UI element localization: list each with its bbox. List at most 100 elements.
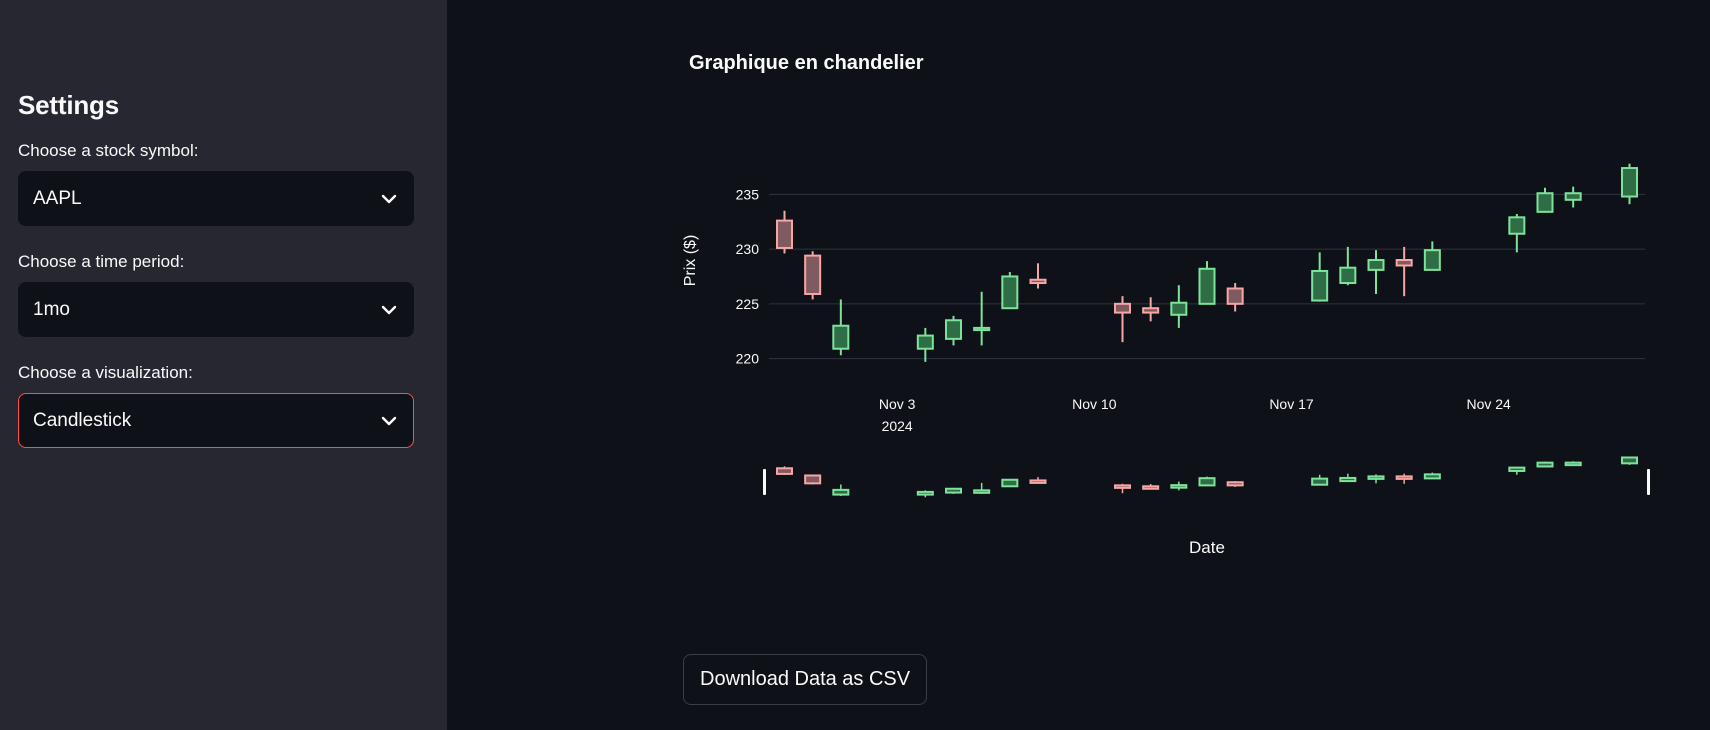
x-tick-sublabel: 2024 <box>882 418 913 434</box>
candle-decreasing <box>1029 263 1047 289</box>
slider-candle-body <box>1113 484 1131 489</box>
chevron-down-icon <box>381 416 397 426</box>
slider-candle-body <box>804 474 822 485</box>
candle-body <box>1311 269 1329 302</box>
slider-candle-increasing <box>973 482 991 494</box>
slider-candle-body <box>1001 478 1019 488</box>
candle-body <box>1198 267 1216 305</box>
slider-candle-body <box>1621 456 1639 465</box>
candle-body <box>1170 301 1188 316</box>
candle-body <box>832 324 850 350</box>
candle-increasing <box>1001 272 1019 310</box>
slider-candle-decreasing <box>1142 484 1160 490</box>
candle-increasing <box>1564 186 1582 208</box>
candle-body <box>1536 192 1554 213</box>
slider-candle-increasing <box>1170 481 1188 491</box>
slider-candle-increasing <box>944 487 962 494</box>
chevron-down-icon <box>381 194 397 204</box>
slider-candle-body <box>1142 485 1160 490</box>
visualization-select[interactable]: Candlestick <box>18 393 414 448</box>
candle-decreasing <box>1142 297 1160 322</box>
slider-candle-increasing <box>1621 456 1639 465</box>
candle-increasing <box>1536 187 1554 213</box>
candle-increasing <box>1311 252 1329 302</box>
sidebar: Settings Choose a stock symbol: AAPL Cho… <box>0 0 447 730</box>
candle-body <box>944 319 962 340</box>
stock-symbol-value: AAPL <box>33 187 82 209</box>
slider-candle-body <box>1170 484 1188 489</box>
candle-decreasing <box>1113 296 1131 343</box>
candle-body <box>1395 259 1413 267</box>
candle-body <box>1367 259 1385 271</box>
slider-candle-increasing <box>1564 461 1582 467</box>
x-tick-label: Nov 10 <box>1072 396 1117 412</box>
stock-symbol-label: Choose a stock symbol: <box>18 141 199 160</box>
candle-increasing <box>1198 261 1216 305</box>
slider-candle-decreasing <box>1113 483 1131 494</box>
y-tick-label: 220 <box>736 351 760 367</box>
candle-body <box>1113 302 1131 314</box>
range-slider-left-handle[interactable] <box>763 469 766 495</box>
slider-candle-body <box>1423 473 1441 480</box>
slider-candle-body <box>1508 466 1526 472</box>
stock-symbol-select[interactable]: AAPL <box>18 171 414 226</box>
y-axis-label: Prix ($) <box>682 235 699 287</box>
candle-increasing <box>1170 285 1188 328</box>
candle-decreasing <box>1226 283 1244 312</box>
candle-body <box>1508 216 1526 235</box>
slider-candle-body <box>1395 475 1413 480</box>
x-tick-label: Nov 17 <box>1269 396 1314 412</box>
sidebar-title: Settings <box>18 90 119 120</box>
candle-body <box>1142 307 1160 314</box>
x-tick-label: Nov 24 <box>1466 396 1511 412</box>
slider-candle-decreasing <box>1395 473 1413 484</box>
slider-candle-decreasing <box>1029 477 1047 484</box>
candle-increasing <box>1621 163 1639 205</box>
time-period-select[interactable]: 1mo <box>18 282 414 337</box>
slider-candle-body <box>973 489 991 494</box>
slider-candle-body <box>1226 481 1244 487</box>
time-period-value: 1mo <box>33 298 70 320</box>
candle-body <box>916 334 934 350</box>
slider-candle-body <box>775 467 793 475</box>
range-slider-right-handle[interactable] <box>1647 469 1650 495</box>
candle-increasing <box>1367 250 1385 294</box>
candle-body <box>804 254 822 295</box>
slider-candle-body <box>1367 475 1385 480</box>
candle-increasing <box>973 291 991 346</box>
slider-candle-body <box>916 490 934 496</box>
slider-candle-increasing <box>1001 478 1019 488</box>
candle-body <box>973 326 991 332</box>
candle-decreasing <box>804 251 822 300</box>
time-period-label: Choose a time period: <box>18 252 185 271</box>
slider-candle-body <box>1339 476 1357 483</box>
slider-candle-body <box>1311 477 1329 486</box>
x-tick-label: Nov 3 <box>879 396 916 412</box>
slider-candle-increasing <box>916 490 934 498</box>
slider-candle-body <box>1564 461 1582 467</box>
slider-candle-body <box>1029 479 1047 484</box>
slider-candle-decreasing <box>804 474 822 485</box>
slider-candle-decreasing <box>775 466 793 476</box>
slider-candle-increasing <box>1508 466 1526 475</box>
candle-increasing <box>1508 214 1526 253</box>
slider-candle-increasing <box>1367 474 1385 484</box>
candle-decreasing <box>775 210 793 254</box>
main-content: Graphique en chandelier 220 225 230 235 Prix… <box>447 0 1710 730</box>
slider-candle-increasing <box>832 484 850 496</box>
candlestick-chart[interactable]: 220 225 230 235 Prix ($) Nov 3 2024 Nov 10 Nov 1… <box>447 0 1710 600</box>
slider-candle-body <box>832 488 850 496</box>
candle-increasing <box>916 327 934 362</box>
download-csv-button[interactable]: Download Data as CSV <box>683 654 928 705</box>
slider-candle-increasing <box>1423 472 1441 480</box>
slider-candle-decreasing <box>1226 481 1244 487</box>
candle-body <box>1423 249 1441 271</box>
candle-body <box>1029 278 1047 285</box>
slider-candle-increasing <box>1339 473 1357 483</box>
slider-candle-body <box>1536 461 1554 468</box>
candle-body <box>1564 192 1582 201</box>
y-tick-label: 230 <box>736 241 760 257</box>
x-axis-label: Date <box>1189 538 1225 557</box>
candle-body <box>775 219 793 249</box>
candle-body <box>1621 167 1639 198</box>
